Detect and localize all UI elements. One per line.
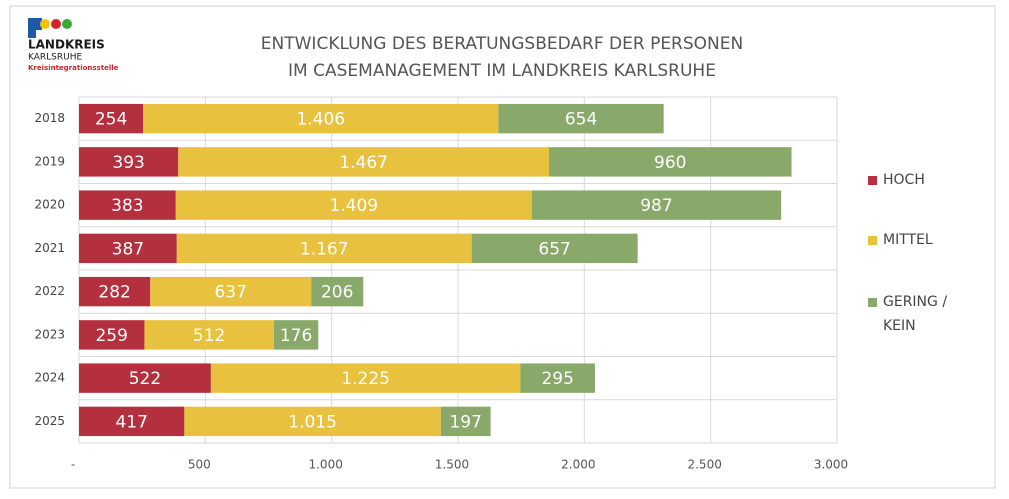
value-label: 387 [112,239,144,259]
bar-segment [176,233,472,264]
value-label: 1.167 [300,239,349,259]
bar-segment [184,406,441,437]
logo-dot [40,19,50,29]
y-tick-label: 2025 [34,414,65,428]
bar-segment [79,233,177,264]
legend-item: GERING / KEIN [868,290,978,338]
chart-title: ENTWICKLUNG DES BERATUNGSBEDARF DER PERS… [261,34,743,54]
x-tick-label: 500 [188,458,211,472]
bar-segment [311,276,364,307]
y-tick-label: 2022 [34,284,65,298]
chart-title: IM CASEMANAGEMENT IM LANDKREIS KARLSRUHE [288,61,716,81]
logo-dot [51,19,61,29]
value-label: 197 [449,412,481,432]
y-tick-label: 2023 [34,327,65,341]
bar-segment [79,363,211,393]
value-label: 1.225 [341,369,390,389]
bar-segment [144,320,274,350]
bar-segment [531,190,782,220]
value-label: 637 [214,283,246,303]
value-label: 960 [654,153,686,173]
value-label: 417 [115,412,147,432]
logo-shape [28,18,42,38]
x-tick-label: 3.000 [814,458,848,472]
value-label: 282 [98,283,130,303]
x-tick-label: 2.000 [561,458,595,472]
bar-segment [79,147,179,177]
legend-label: GERING / KEIN [883,294,948,334]
legend-label: MITTEL [883,232,933,248]
x-tick-label: 1.000 [308,458,342,472]
legend-label: HOCH [883,172,925,188]
value-label: 657 [538,239,570,259]
bar-segment [440,406,491,437]
logo-region: KARLSRUHE [28,53,82,63]
bar-segment [143,103,499,134]
logo: LANDKREIS KARLSRUHE Kreisintegrationsste… [28,18,119,72]
value-label: 176 [280,326,312,346]
logo-dot [62,19,72,29]
bar-segment [498,103,664,134]
x-tick-label: 1.500 [435,458,469,472]
legend-item: MITTEL [868,228,978,252]
value-label: 1.409 [329,196,378,216]
x-tick-label: 2.500 [687,458,721,472]
value-label: 295 [541,369,573,389]
bar-segment [520,363,595,393]
y-tick-label: 2024 [34,371,65,385]
bar-segment [150,276,312,307]
bar-segment [79,103,144,134]
bar-segment [79,190,176,220]
y-tick-label: 2019 [34,154,65,168]
logo-name: LANDKREIS [28,38,105,52]
value-label: 254 [95,110,127,130]
bar-segment [210,363,521,393]
legend-swatch [868,176,877,185]
logo-unit: Kreisintegrationsstelle [28,64,119,72]
bar-segment [273,320,319,350]
value-label: 206 [321,283,353,303]
bar-segment [79,276,151,307]
value-label: 383 [111,196,143,216]
legend-item: HOCH [868,168,978,192]
value-label: 522 [129,369,161,389]
bar-segment [79,320,145,350]
value-label: 1.406 [296,110,345,130]
legend-swatch [868,236,877,245]
bar-segment [548,147,792,177]
y-tick-label: 2020 [34,198,65,212]
value-label: 259 [95,326,127,346]
bar-segment [471,233,638,264]
bar-segment [175,190,532,220]
value-label: 654 [565,110,597,130]
value-label: 1.015 [288,412,337,432]
value-label: 1.467 [339,153,388,173]
legend-swatch [868,298,877,307]
y-tick-label: 2018 [34,111,65,125]
value-label: 393 [112,153,144,173]
bar-segment [178,147,549,177]
x-tick-label: - [71,458,75,472]
bar-segment [79,406,185,437]
value-label: 512 [193,326,225,346]
value-label: 987 [640,196,672,216]
y-tick-label: 2021 [34,241,65,255]
